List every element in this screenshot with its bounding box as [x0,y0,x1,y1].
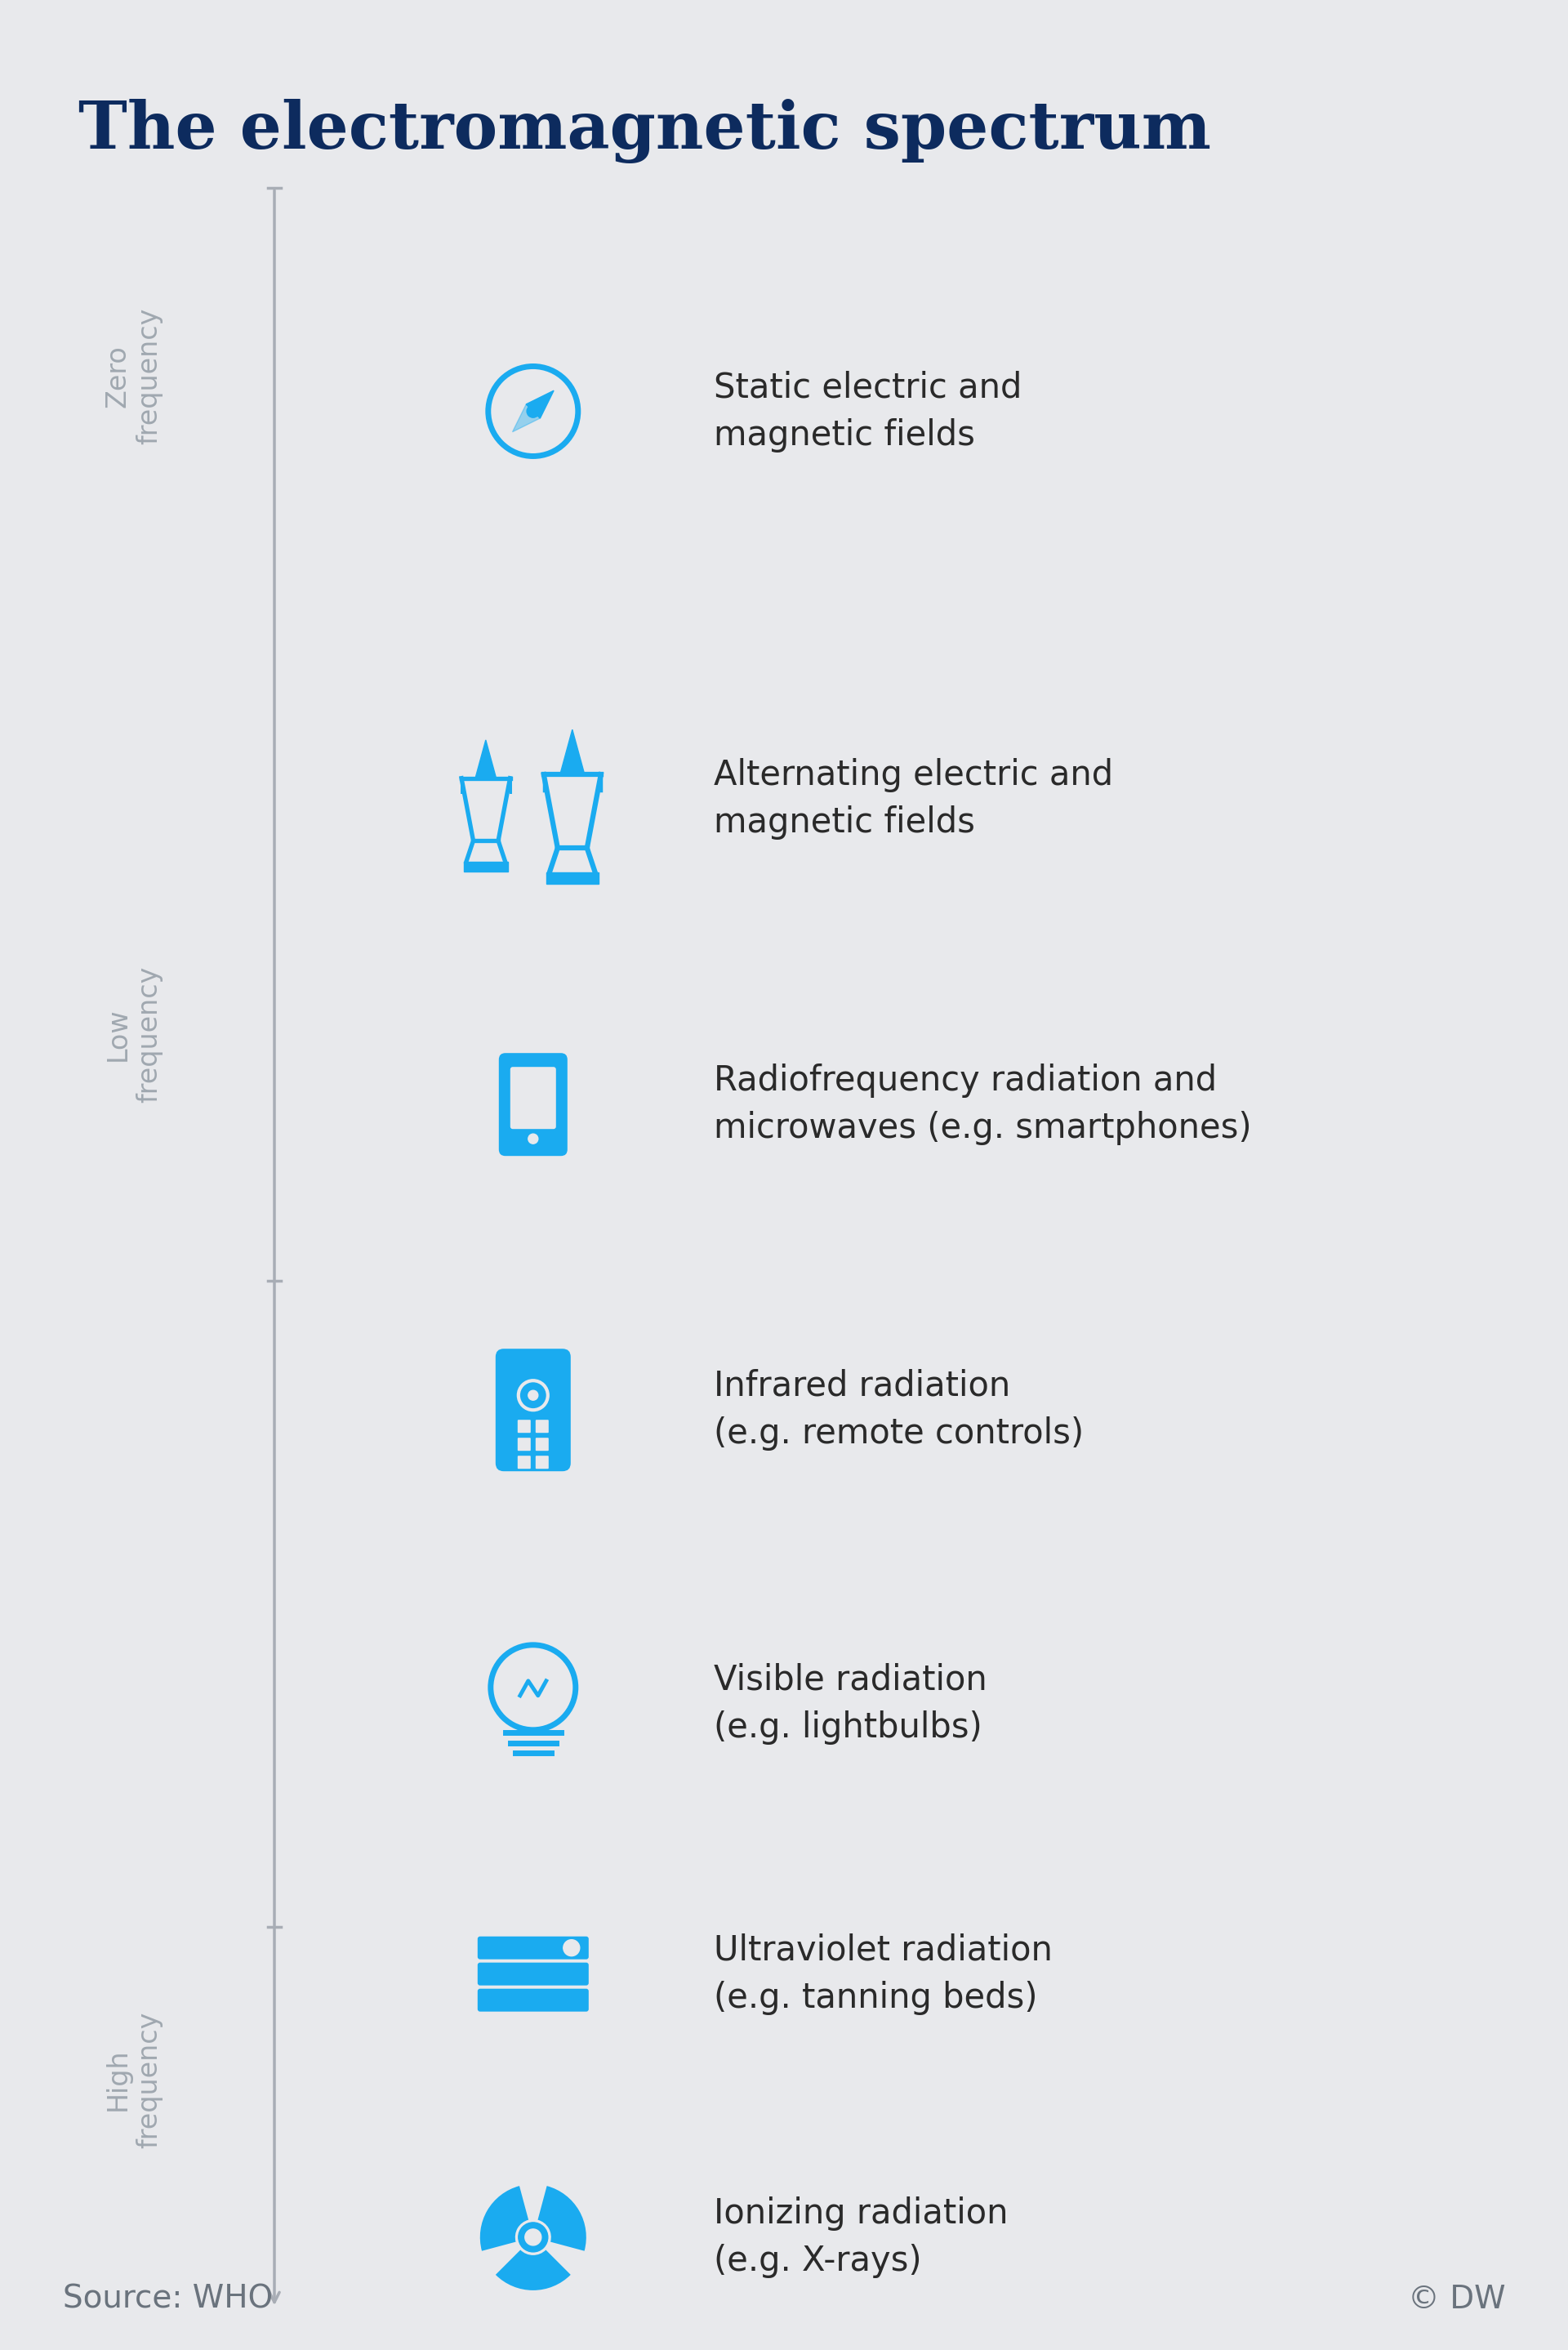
FancyBboxPatch shape [517,1455,530,1469]
FancyBboxPatch shape [536,1438,549,1450]
Polygon shape [475,740,495,778]
FancyBboxPatch shape [464,862,508,872]
FancyBboxPatch shape [478,1936,588,1960]
Wedge shape [495,2249,571,2291]
Circle shape [563,1939,580,1955]
FancyBboxPatch shape [499,1053,568,1156]
FancyBboxPatch shape [517,1419,530,1433]
Circle shape [519,2223,547,2251]
Polygon shape [527,390,554,418]
Text: Static electric and
magnetic fields: Static electric and magnetic fields [713,371,1022,451]
Polygon shape [513,404,539,432]
Text: The electromagnetic spectrum: The electromagnetic spectrum [78,99,1210,162]
Text: Source: WHO: Source: WHO [63,2284,273,2315]
Text: Radiofrequency radiation and
microwaves (e.g. smartphones): Radiofrequency radiation and microwaves … [713,1065,1251,1144]
FancyBboxPatch shape [517,1438,530,1450]
FancyBboxPatch shape [536,1455,549,1469]
Polygon shape [560,728,585,776]
Text: High
frequency: High frequency [103,2012,163,2148]
Circle shape [528,1135,538,1144]
FancyBboxPatch shape [495,1349,571,1471]
Wedge shape [480,2186,528,2251]
Text: Infrared radiation
(e.g. remote controls): Infrared radiation (e.g. remote controls… [713,1370,1083,1450]
Text: Ultraviolet radiation
(e.g. tanning beds): Ultraviolet radiation (e.g. tanning beds… [713,1934,1052,2014]
Text: Ionizing radiation
(e.g. X-rays): Ionizing radiation (e.g. X-rays) [713,2197,1008,2277]
Circle shape [528,1391,538,1401]
Text: Zero
frequency: Zero frequency [103,308,163,444]
FancyBboxPatch shape [478,1988,588,2012]
Circle shape [527,404,539,418]
FancyBboxPatch shape [478,1962,588,1986]
FancyBboxPatch shape [546,872,599,884]
Circle shape [525,2230,541,2244]
Text: Low
frequency: Low frequency [103,966,163,1102]
Text: Visible radiation
(e.g. lightbulbs): Visible radiation (e.g. lightbulbs) [713,1664,986,1744]
FancyBboxPatch shape [536,1419,549,1433]
Text: © DW: © DW [1408,2284,1505,2315]
Text: Alternating electric and
magnetic fields: Alternating electric and magnetic fields [713,759,1113,839]
Wedge shape [538,2186,586,2251]
FancyBboxPatch shape [510,1067,557,1128]
